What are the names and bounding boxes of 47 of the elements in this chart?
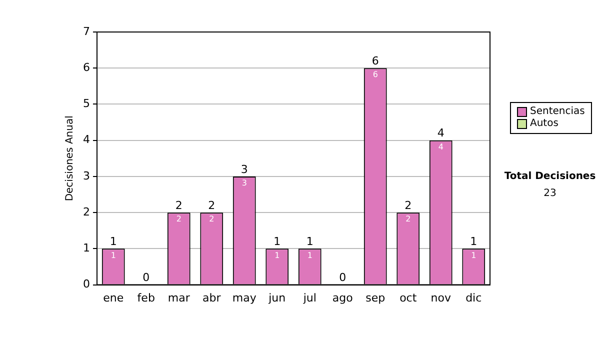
x-tick-label: feb [137, 291, 155, 304]
x-tick-label: nov [430, 291, 452, 304]
y-tick-label: 7 [83, 24, 90, 38]
y-axis-title: Decisiones Anual [64, 116, 76, 202]
total-label: 1 [110, 235, 117, 248]
data-label: 1 [471, 250, 476, 260]
total-label: 6 [372, 54, 379, 68]
y-tick-label: 0 [83, 278, 90, 291]
total-label: 2 [175, 198, 182, 212]
total-label: 3 [240, 162, 248, 176]
data-label: 4 [438, 142, 444, 152]
legend-label: Autos [530, 118, 558, 130]
total-label: 0 [142, 271, 150, 284]
total-label: 2 [404, 198, 412, 212]
data-label: 6 [372, 70, 378, 80]
data-label: 1 [307, 250, 312, 260]
text: Total Decisiones [503, 171, 597, 182]
data-label: 2 [406, 214, 411, 224]
y-tick-label: 5 [83, 97, 90, 110]
x-tick-label: jun [268, 291, 286, 304]
total-label: 2 [208, 198, 216, 212]
x-tick-label: abr [202, 291, 222, 304]
x-tick-label: mar [168, 291, 190, 304]
data-label: 2 [209, 214, 214, 224]
y-tick-label: 4 [83, 133, 90, 146]
data-label: 1 [110, 250, 116, 260]
x-tick-label: sep [366, 291, 386, 304]
total-label: 1 [470, 235, 478, 248]
data-label: 1 [274, 250, 280, 260]
x-tick-label: may [232, 291, 257, 304]
y-tick-label: 6 [83, 60, 90, 74]
data-label: 3 [242, 178, 247, 188]
x-tick-label: jul [302, 291, 316, 304]
total-label: 4 [437, 126, 444, 140]
text: 23 [542, 188, 558, 199]
x-tick-label: ene [103, 291, 124, 304]
legend-label: Sentencias [530, 106, 585, 118]
y-tick-label: 1 [83, 242, 90, 255]
x-tick-label: dic [466, 291, 482, 304]
y-tick-label: 3 [83, 169, 90, 182]
x-tick-label: oct [400, 291, 418, 304]
x-tick-label: ago [332, 291, 354, 304]
total-label: 0 [339, 271, 346, 284]
y-tick-label: 2 [83, 205, 90, 218]
total-label: 1 [306, 235, 314, 248]
data-label: 2 [176, 214, 182, 224]
total-label: 1 [274, 235, 281, 248]
